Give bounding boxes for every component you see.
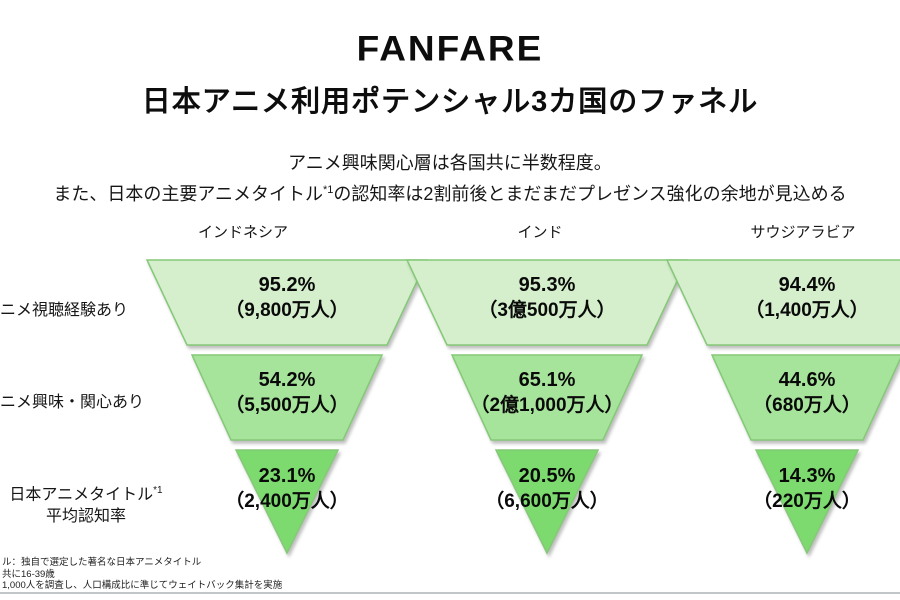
funnel-saudi-arabia-stage3-shape [754,449,860,555]
funnel-saudi-arabia-stage2-value: 44.6% （680万人） [667,368,900,418]
stage-percent: 95.3% [518,274,576,296]
stage-count: （680万人） [753,395,861,416]
funnel-saudi-arabia-stage1-shape [665,259,900,346]
row-label-watch-experience: ニメ視聴経験あり [0,302,129,319]
funnel-saudi-arabia-stage2-shape [710,354,900,441]
column-header-indonesia: インドネシア [197,224,289,241]
funnel-saudi-arabia-stage1-value: 94.4% （1,400万人） [667,273,900,323]
stage-percent: 20.5% [518,465,576,487]
funnel-indonesia-stage3-value: 23.1% （2,400万人） [147,464,427,514]
stage-count: （3億500万人） [478,300,616,321]
stage-percent: 94.4% [778,274,836,296]
stage-count: （2億1,000万人） [470,395,624,416]
funnel-indonesia-stage2-value: 54.2% （5,500万人） [147,368,427,418]
funnel-indonesia: 95.2% （9,800万人） 54.2% （5,500万人） 23.1% （2… [145,258,429,558]
footnote-line-1: ル：独自で選定した著名な日本アニメタイトル [2,557,202,568]
funnel-saudi-arabia-shapes [665,259,900,555]
stage-count: （6,600万人） [485,491,609,512]
funnel-india-shapes [405,259,689,555]
stage-count: （5,500万人） [225,395,349,416]
stage-percent: 95.2% [258,274,316,296]
footnotes: ル：独自で選定した著名な日本アニメタイトル 共に16-39歳 1,000人を調査… [2,557,282,592]
stage-percent: 14.3% [778,465,836,487]
stage-percent: 23.1% [258,465,316,487]
footnote-line-3: 1,000人を調査し、人口構成比に準じてウェイトバック集計を実施 [2,580,283,591]
subtitle-1: アニメ興味関心層は各国共に半数程度。 [288,153,612,173]
funnel-indonesia-stage1-shape [145,259,429,346]
row-label-title-awareness-text: 日本アニメタイトル [9,486,154,504]
funnel-indonesia-stage3-shape [234,449,340,555]
fanfare-logo: FANFARE [356,29,544,68]
column-header-india: インド [517,224,563,241]
stage-percent: 44.6% [778,369,836,391]
funnel-india-stage1-value: 95.3% （3億500万人） [407,273,687,323]
row-label-title-awareness-line1: 日本アニメタイトル*1 [0,480,172,506]
row-label-title-awareness: 日本アニメタイトル*1 平均認知率 [0,480,172,528]
page-title: 日本アニメ利用ポテンシャル3カ国のファネル [141,86,759,118]
stage-count: （2,400万人） [225,491,349,512]
row-label-interest: ニメ興味・関心あり [0,394,145,411]
subtitle-2-footnote-marker: *1 [322,184,334,196]
subtitle-2-text-a: また、日本の主要アニメタイトル [53,184,323,204]
funnel-indonesia-stage2-shape [190,354,384,441]
funnel-saudi-arabia-stage3-value: 14.3% （220万人） [667,464,900,514]
bottom-divider-line [0,592,900,594]
funnel-india-stage3-value: 20.5% （6,600万人） [407,464,687,514]
funnel-india-stage2-value: 65.1% （2億1,000万人） [407,368,687,418]
row-label-title-awareness-line2: 平均認知率 [45,508,126,526]
column-header-saudi-arabia: サウジアラビア [750,224,856,241]
funnel-indonesia-shapes [145,259,429,555]
stage-count: （1,400万人） [745,300,869,321]
subtitle-2: また、日本の主要アニメタイトル*1の認知率は2割前後とまだまだプレゼンス強化の余… [0,180,900,206]
funnel-india-stage1-shape [405,259,689,346]
funnel-india-stage2-shape [450,354,644,441]
funnel-saudi-arabia: 94.4% （1,400万人） 44.6% （680万人） 14.3% （220… [665,258,900,558]
funnel-india: 95.3% （3億500万人） 65.1% （2億1,000万人） 20.5% … [405,258,689,558]
row-label-footnote-marker: *1 [153,485,163,496]
stage-count: （9,800万人） [225,300,349,321]
funnel-indonesia-stage1-value: 95.2% （9,800万人） [147,273,427,323]
funnel-india-stage3-shape [494,449,600,555]
stage-percent: 54.2% [258,369,316,391]
subtitle-2-text-b: の認知率は2割前後とまだまだプレゼンス強化の余地が見込める [333,184,847,204]
stage-count: （220万人） [753,491,861,512]
stage-percent: 65.1% [518,369,576,391]
footnote-line-2: 共に16-39歳 [2,568,55,580]
